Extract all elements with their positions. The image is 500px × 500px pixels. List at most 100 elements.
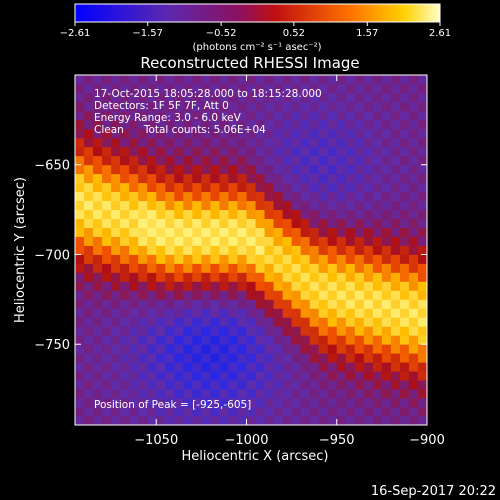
- heatmap-cell: [156, 137, 166, 148]
- heatmap-cell: [174, 263, 184, 273]
- heatmap-cell: [246, 398, 256, 408]
- heatmap-cell: [201, 164, 211, 175]
- heatmap-cell: [156, 164, 166, 175]
- heatmap-cell: [399, 344, 410, 354]
- heatmap-cell: [219, 326, 229, 336]
- heatmap-cell: [255, 416, 265, 425]
- heatmap-cell: [237, 83, 247, 94]
- heatmap-cell: [363, 146, 374, 157]
- heatmap-cell: [309, 344, 320, 354]
- x-axis-label: Heliocentric X (arcsec): [182, 449, 329, 464]
- heatmap-cell: [255, 254, 265, 264]
- heatmap-cell: [327, 110, 338, 121]
- heatmap-cell: [210, 263, 220, 273]
- heatmap-cell: [75, 281, 85, 291]
- heatmap-cell: [381, 371, 392, 381]
- heatmap-cell: [246, 191, 256, 202]
- heatmap-cell: [192, 407, 202, 417]
- heatmap-cell: [111, 290, 121, 300]
- heatmap-cell: [192, 182, 202, 193]
- heatmap-cell: [372, 380, 383, 390]
- heatmap-cell: [84, 236, 94, 246]
- heatmap-cell: [165, 200, 175, 211]
- heatmap-cell: [237, 362, 247, 372]
- heatmap-cell: [75, 344, 85, 354]
- heatmap-cell: [246, 236, 256, 246]
- heatmap-cell: [291, 236, 302, 246]
- heatmap-cell: [237, 101, 247, 112]
- heatmap-cell: [156, 407, 166, 417]
- heatmap-cell: [237, 389, 247, 399]
- heatmap-cell: [201, 281, 211, 291]
- annotation-time-range: 17-Oct-2015 18:05:28.000 to 18:15:28.000: [94, 88, 322, 100]
- heatmap-cell: [336, 218, 347, 228]
- heatmap-cell: [210, 110, 220, 121]
- heatmap-cell: [399, 137, 410, 148]
- heatmap-cell: [201, 182, 211, 193]
- heatmap-cell: [417, 254, 427, 264]
- heatmap-cell: [300, 236, 311, 246]
- heatmap-cell: [363, 101, 374, 112]
- heatmap-cell: [336, 236, 347, 246]
- heatmap-cell: [417, 128, 427, 139]
- heatmap-cell: [390, 128, 401, 139]
- heatmap-cell: [264, 398, 274, 408]
- heatmap-cell: [183, 272, 193, 282]
- heatmap-cell: [111, 245, 121, 255]
- heatmap-cell: [75, 362, 85, 372]
- heatmap-cell: [417, 83, 427, 94]
- heatmap-cell: [246, 407, 256, 417]
- heatmap-cell: [291, 290, 302, 300]
- heatmap-cell: [201, 290, 211, 300]
- heatmap-cell: [273, 101, 283, 112]
- heatmap-cell: [273, 92, 283, 103]
- heatmap-cell: [120, 191, 130, 202]
- heatmap-cell: [219, 110, 229, 121]
- heatmap-cell: [120, 281, 130, 291]
- heatmap-cell: [408, 245, 419, 255]
- heatmap-cell: [147, 281, 157, 291]
- heatmap-cell: [111, 119, 121, 130]
- heatmap-cell: [345, 146, 356, 157]
- heatmap-cell: [300, 164, 311, 175]
- heatmap-cell: [255, 236, 265, 246]
- heatmap-cell: [318, 335, 329, 345]
- heatmap-cell: [192, 92, 202, 103]
- heatmap-cell: [336, 209, 347, 219]
- heatmap-cell: [282, 299, 293, 309]
- heatmap-cell: [84, 263, 94, 273]
- heatmap-cell: [354, 218, 365, 228]
- heatmap-cell: [111, 353, 121, 363]
- colorbar: [74, 3, 441, 23]
- heatmap-cell: [228, 263, 238, 273]
- chart-title: Reconstructed RHESSI Image: [140, 54, 359, 72]
- heatmap-cell: [291, 335, 302, 345]
- heatmap-cell: [318, 83, 329, 94]
- heatmap-cell: [327, 128, 338, 139]
- heatmap-cell: [138, 155, 148, 166]
- heatmap-cell: [264, 83, 274, 94]
- heatmap-cell: [408, 92, 419, 103]
- heatmap-cell: [273, 344, 283, 354]
- heatmap-cell: [264, 416, 274, 425]
- heatmap-cell: [84, 398, 94, 408]
- heatmap-cell: [399, 101, 410, 112]
- heatmap-cell: [147, 335, 157, 345]
- heatmap-cell: [336, 173, 347, 184]
- heatmap-cell: [183, 128, 193, 139]
- heatmap-cell: [102, 272, 112, 282]
- heatmap-cell: [354, 119, 365, 130]
- heatmap-cell: [129, 236, 139, 246]
- heatmap-cell: [246, 164, 256, 175]
- heatmap-cell: [102, 191, 112, 202]
- heatmap-cell: [75, 389, 85, 399]
- heatmap-cell: [237, 317, 247, 327]
- heatmap-cell: [354, 344, 365, 354]
- heatmap-cell: [417, 344, 427, 354]
- heatmap-cell: [156, 227, 166, 237]
- heatmap-cell: [309, 326, 320, 336]
- heatmap-cell: [417, 209, 427, 219]
- heatmap-cell: [120, 101, 130, 112]
- heatmap-cell: [381, 191, 392, 202]
- heatmap-cell: [408, 380, 419, 390]
